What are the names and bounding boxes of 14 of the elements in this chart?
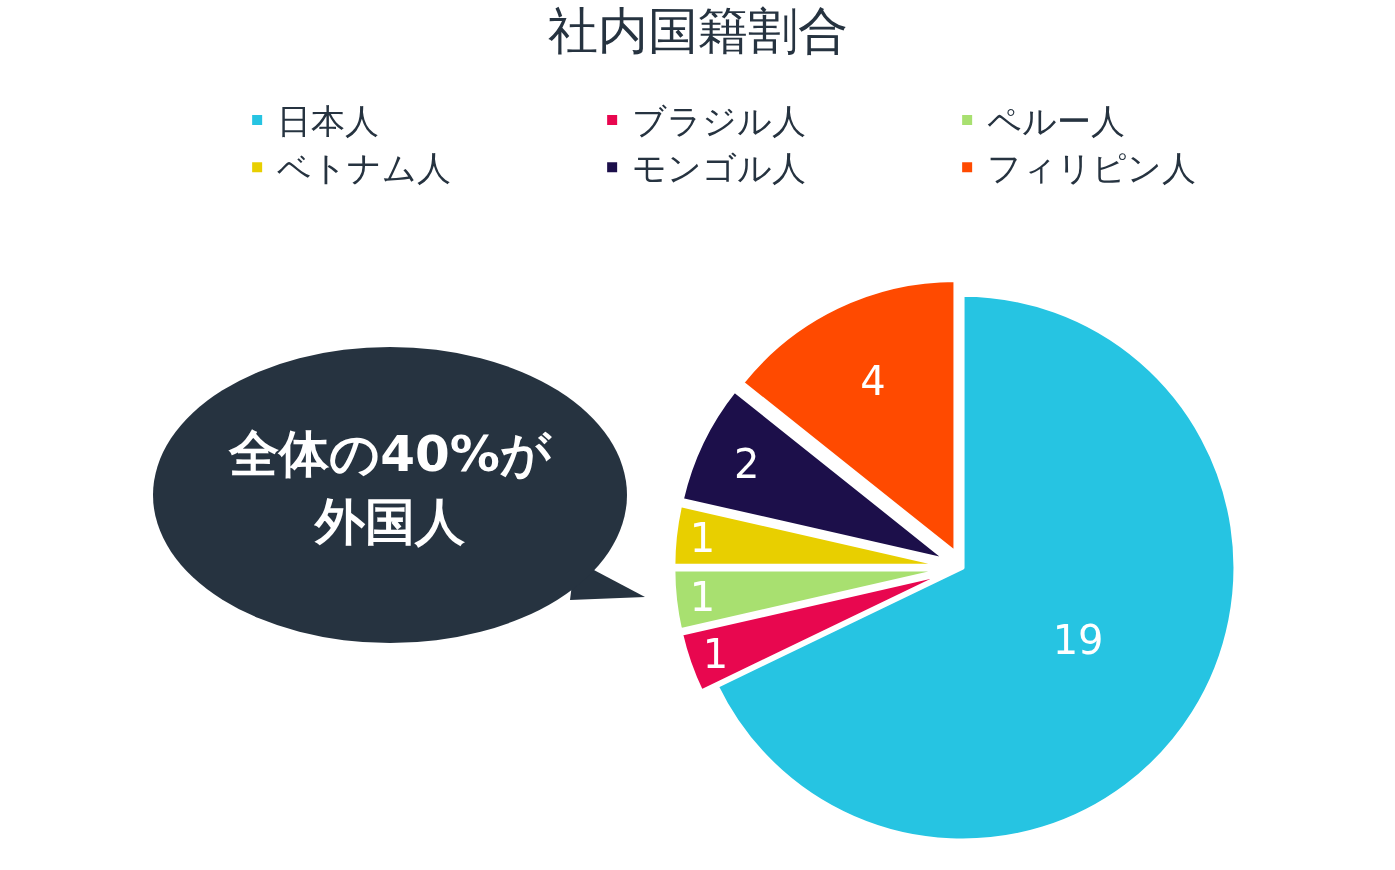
chart-title: 社内国籍割合: [547, 2, 848, 61]
legend-label: モンゴル人: [632, 148, 807, 189]
data-label: 19: [1052, 617, 1104, 664]
data-label: 1: [689, 573, 716, 620]
data-label: 1: [689, 515, 716, 562]
data-label: 1: [702, 631, 729, 678]
legend-label: ベトナム人: [277, 148, 452, 189]
text: 全体の40%が外国人: [227, 424, 553, 553]
data-label: 4: [860, 358, 886, 405]
legend-label: フィリピン人: [987, 148, 1197, 189]
legend-label: 日本人: [277, 101, 380, 142]
legend-label: ペルー人: [987, 101, 1126, 142]
legend-label: ブラジル人: [632, 101, 807, 142]
data-label: 2: [733, 440, 760, 487]
